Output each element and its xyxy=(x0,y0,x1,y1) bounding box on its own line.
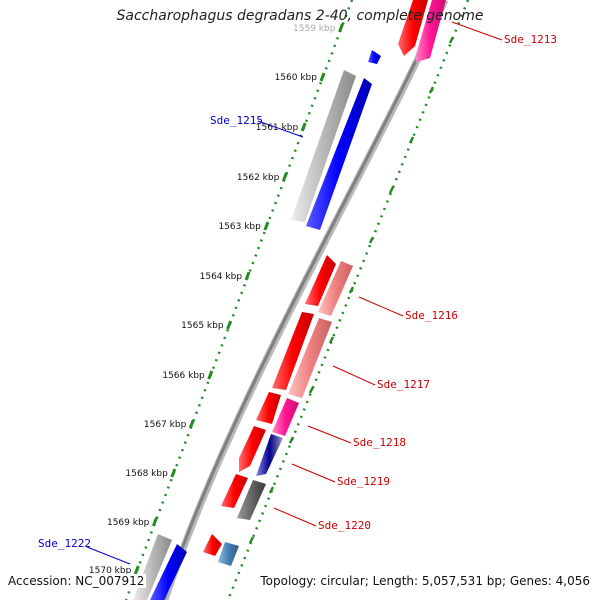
scale-tick-label: 1560 kbp xyxy=(275,73,318,83)
scale-tick xyxy=(244,271,251,281)
scale-tick xyxy=(133,565,140,575)
feature-sde-1217-red[interactable] xyxy=(272,312,314,390)
scale-tick-label: 1564 kbp xyxy=(200,272,243,282)
gene-label-leader xyxy=(332,365,376,386)
scale-tick xyxy=(207,370,214,380)
scale-tick-minor xyxy=(348,286,355,294)
gene-label-sde-1213[interactable]: Sde_1213 xyxy=(504,33,557,46)
scale-tick-label: 1565 kbp xyxy=(181,321,224,331)
scale-line-left xyxy=(124,0,354,601)
gene-label-sde-1219[interactable]: Sde_1219 xyxy=(337,475,390,488)
gene-label-leader xyxy=(291,463,336,483)
feature-sde-1217-salmon[interactable] xyxy=(288,318,332,398)
gene-label-sde-1220[interactable]: Sde_1220 xyxy=(318,519,371,532)
scale-tick xyxy=(170,468,177,478)
gene-label-sde-1216[interactable]: Sde_1216 xyxy=(405,309,458,322)
feature-sde-1220-red[interactable] xyxy=(221,474,248,508)
scale-tick-label: 1569 kbp xyxy=(107,518,150,528)
feature-sde-1219-red[interactable] xyxy=(239,426,266,472)
gene-label-sde-1215[interactable]: Sde_1215 xyxy=(210,114,263,127)
gene-label-leader xyxy=(86,546,131,565)
feature-sde-1218-red[interactable] xyxy=(256,392,281,424)
scale-tick-minor xyxy=(388,186,395,194)
gene-label-leader xyxy=(358,296,404,317)
feature-steel-small[interactable] xyxy=(218,542,239,566)
genome-backbone-core xyxy=(162,0,446,601)
accession-label: Accession: NC_007912 xyxy=(6,574,147,588)
scale-tick xyxy=(319,72,326,82)
gene-label-sde-1217[interactable]: Sde_1217 xyxy=(377,378,430,391)
feature-sde-1213-red[interactable] xyxy=(398,0,428,56)
scale-tick-minor xyxy=(308,386,315,394)
scale-tick xyxy=(263,221,270,231)
feature-sde-1213-pink[interactable] xyxy=(415,0,446,62)
scale-tick xyxy=(151,517,158,527)
gene-label-leader xyxy=(273,507,317,527)
scale-tick xyxy=(281,172,288,182)
scale-tick-minor xyxy=(428,86,435,94)
feature-sde-1222-blue[interactable] xyxy=(150,544,187,600)
scale-tick-minor xyxy=(368,236,375,244)
feature-sde-1220-grey[interactable] xyxy=(237,480,266,520)
scale-tick-label: 1567 kbp xyxy=(144,420,187,430)
scale-tick-minor xyxy=(448,36,455,44)
scale-tick-minor xyxy=(328,336,335,344)
gene-label-leader xyxy=(451,21,503,41)
scale-tick-minor xyxy=(268,486,275,494)
gene-label-leader xyxy=(257,120,304,138)
map-title: Saccharophagus degradans 2-40, complete … xyxy=(116,8,484,24)
feature-sde-1219-navy[interactable] xyxy=(256,434,283,476)
feature-blue-small[interactable] xyxy=(368,50,381,64)
feature-sde-1218-pink[interactable] xyxy=(272,398,299,436)
scale-tick xyxy=(226,320,232,330)
scale-tick-label: 1568 kbp xyxy=(125,469,168,479)
scale-tick xyxy=(300,122,307,132)
feature-red-small[interactable] xyxy=(203,534,222,556)
feature-sde-1216-red[interactable] xyxy=(305,255,336,306)
scale-tick-minor xyxy=(248,536,255,544)
scale-tick-label: 1559 kbp xyxy=(293,24,336,34)
scale-tick-label: 1570 kbp xyxy=(89,566,132,576)
scale-tick-minor xyxy=(288,436,295,444)
scale-tick-label: 1561 kbp xyxy=(256,123,299,133)
scale-tick-minor xyxy=(408,136,415,144)
gene-label-sde-1222[interactable]: Sde_1222 xyxy=(38,537,91,550)
scale-tick xyxy=(338,23,344,33)
gene-label-leader xyxy=(307,425,352,444)
gene-label-sde-1218[interactable]: Sde_1218 xyxy=(353,436,406,449)
feature-sde-1215-blue[interactable] xyxy=(306,78,372,230)
scale-tick-label: 1563 kbp xyxy=(218,222,261,232)
feature-sde-1215-grey[interactable] xyxy=(291,70,356,222)
feature-sde-1216-salmon[interactable] xyxy=(318,261,353,316)
scale-tick-label: 1562 kbp xyxy=(237,173,280,183)
scale-tick xyxy=(188,419,195,429)
scale-tick-label: 1566 kbp xyxy=(162,371,205,381)
topology-label: Topology: circular; Length: 5,057,531 bp… xyxy=(258,574,592,588)
